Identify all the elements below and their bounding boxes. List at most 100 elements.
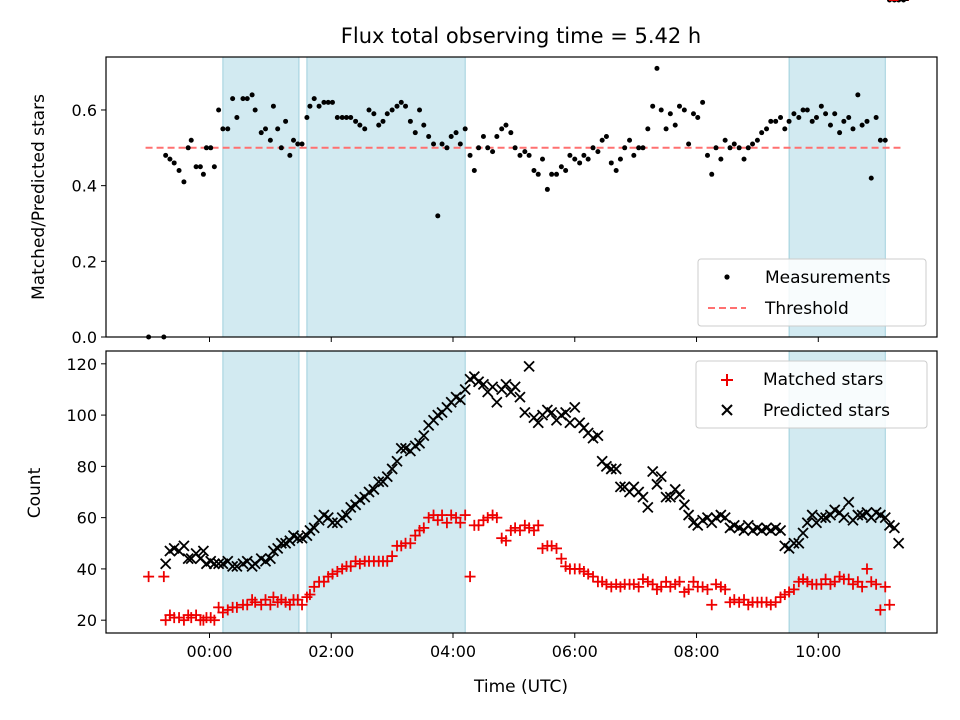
bottom-ytick-label: 40 — [77, 560, 97, 579]
matched-star-point — [546, 540, 558, 552]
measurement-point — [181, 179, 187, 185]
predicted-star-point — [879, 511, 891, 524]
matched-star-point — [551, 542, 563, 554]
measurement-point — [549, 171, 555, 177]
matched-star-point — [222, 604, 234, 616]
measurement-point — [709, 171, 715, 177]
matched-star-point — [304, 589, 316, 601]
measurement-point — [827, 122, 833, 128]
bottom-xlabel: Time (UTC) — [473, 677, 568, 697]
bottom-xtick-label: 02:00 — [308, 642, 354, 661]
predicted-star-point — [514, 391, 526, 403]
predicted-star-point — [647, 465, 659, 478]
predicted-star-point — [160, 558, 172, 570]
predicted-star-point — [614, 481, 627, 493]
matched-star-point — [423, 512, 435, 524]
matched-star-point — [326, 568, 338, 580]
matched-star-point — [260, 594, 272, 606]
top-ylabel: Matched/Predicted stars — [29, 94, 49, 300]
matched-star-point — [264, 599, 276, 611]
measurement-point — [307, 103, 313, 109]
measurement-point — [581, 152, 587, 158]
measurement-point — [453, 130, 459, 136]
measurement-point — [727, 145, 733, 151]
top-legend-box — [697, 258, 927, 327]
measurement-point — [681, 107, 687, 113]
measurement-point — [197, 164, 203, 170]
predicted-star-point — [564, 417, 576, 429]
measurement-point — [311, 96, 317, 102]
predicted-star-point — [275, 537, 287, 549]
matched-star-point — [820, 573, 832, 585]
matched-star-point — [185, 612, 197, 624]
measurement-point — [230, 96, 236, 102]
measurement-point — [617, 156, 623, 162]
measurement-point — [864, 118, 870, 124]
measurement-point — [225, 126, 231, 132]
measurement-point — [316, 103, 322, 109]
measurement-point — [366, 107, 372, 113]
measurement-point — [299, 141, 305, 147]
measurement-point — [480, 133, 486, 139]
predicted-star-point — [651, 478, 663, 490]
matched-star-point — [555, 553, 567, 565]
measurement-point — [855, 92, 861, 98]
matched-star-point — [847, 578, 859, 590]
measurement-point — [672, 122, 678, 128]
matched-star-point — [733, 596, 745, 608]
matched-star-point — [158, 571, 170, 583]
matched-star-point — [418, 522, 430, 534]
predicted-star-point — [197, 545, 210, 557]
bottom-ytick-label: 100 — [66, 406, 97, 425]
measurement-point — [295, 141, 301, 147]
measurement-point — [398, 99, 404, 105]
top-ytick-label: 0.6 — [72, 101, 97, 120]
measurement-point — [417, 107, 423, 113]
matched-star-point — [600, 578, 612, 590]
measurement-point — [421, 122, 427, 128]
observing-window-1 — [222, 350, 300, 634]
predicted-star-point — [509, 381, 521, 393]
predicted-star-point — [264, 553, 277, 565]
predicted-star-point — [182, 553, 194, 565]
matched-star-point — [354, 558, 366, 570]
measurement-point — [321, 99, 327, 105]
matched-star-point — [500, 535, 512, 547]
top-ytick-label: 0.0 — [72, 328, 97, 347]
measurement-point — [585, 156, 591, 162]
measurement-point — [407, 118, 413, 124]
measurement-point — [690, 111, 696, 117]
legend-threshold-label: Threshold — [764, 299, 849, 319]
measurement-point — [275, 126, 281, 132]
measurement-point — [334, 115, 340, 121]
measurement-point — [517, 152, 523, 158]
measurement-point — [439, 141, 445, 147]
measurement-point — [503, 122, 509, 128]
measurement-point — [471, 168, 477, 174]
measurement-point — [203, 145, 209, 151]
measurement-point — [283, 118, 289, 124]
measurement-point — [362, 126, 368, 132]
measurement-point — [467, 152, 473, 158]
matched-star-point — [770, 596, 782, 608]
measurement-point — [457, 141, 463, 147]
predicted-star-point — [719, 511, 731, 524]
measurement-point — [877, 137, 883, 143]
top-ytick-label: 0.2 — [72, 252, 97, 271]
measurement-point — [613, 168, 619, 174]
matched-star-point — [765, 599, 777, 611]
predicted-star-point — [368, 483, 380, 496]
predicted-star-point — [208, 558, 221, 570]
matched-star-point — [628, 578, 640, 590]
measurement-point — [244, 96, 250, 102]
legend-measurements-label: Measurements — [765, 268, 891, 288]
measurement-point — [608, 160, 614, 166]
bottom-legend: Matched stars Predicted stars — [695, 360, 928, 429]
predicted-star-point — [664, 491, 676, 503]
measurement-point — [535, 171, 541, 177]
measurement-point — [348, 115, 354, 121]
predicted-star-point — [231, 560, 243, 572]
matched-star-point — [523, 522, 535, 534]
measurement-point — [778, 115, 784, 121]
